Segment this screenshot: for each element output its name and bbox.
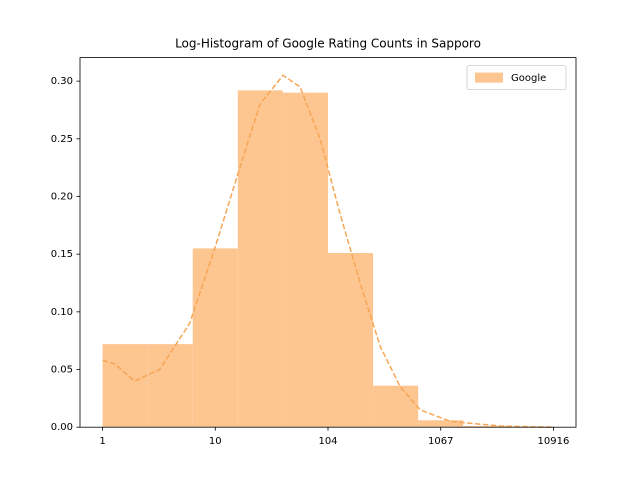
x-tick-label: 10916 <box>538 436 570 447</box>
bar <box>373 385 419 428</box>
y-tick-label: 0.10 <box>51 307 73 318</box>
kde-line <box>102 74 554 428</box>
bar <box>418 420 464 428</box>
bar <box>192 248 238 428</box>
bar <box>147 344 193 428</box>
bar <box>102 344 148 428</box>
y-tick-label: 0.25 <box>51 134 73 145</box>
y-tick-label: 0.15 <box>51 249 73 260</box>
bar <box>237 90 283 428</box>
y-tick-label: 0.05 <box>51 365 73 376</box>
bar <box>282 92 328 428</box>
bar <box>328 253 374 428</box>
bar <box>463 426 509 428</box>
legend-box <box>466 65 567 90</box>
y-tick-label: 0.20 <box>51 191 73 202</box>
y-tick-label: 0.00 <box>51 422 73 433</box>
chart-title: Log-Histogram of Google Rating Counts in… <box>175 37 481 51</box>
x-tick-label: 104 <box>318 436 337 447</box>
legend-label: Google <box>511 73 546 84</box>
y-tick-label: 0.30 <box>51 76 73 87</box>
x-tick-label: 1067 <box>428 436 453 447</box>
legend-swatch <box>475 72 503 83</box>
x-tick-label: 10 <box>209 436 222 447</box>
x-tick-label: 1 <box>99 436 105 447</box>
